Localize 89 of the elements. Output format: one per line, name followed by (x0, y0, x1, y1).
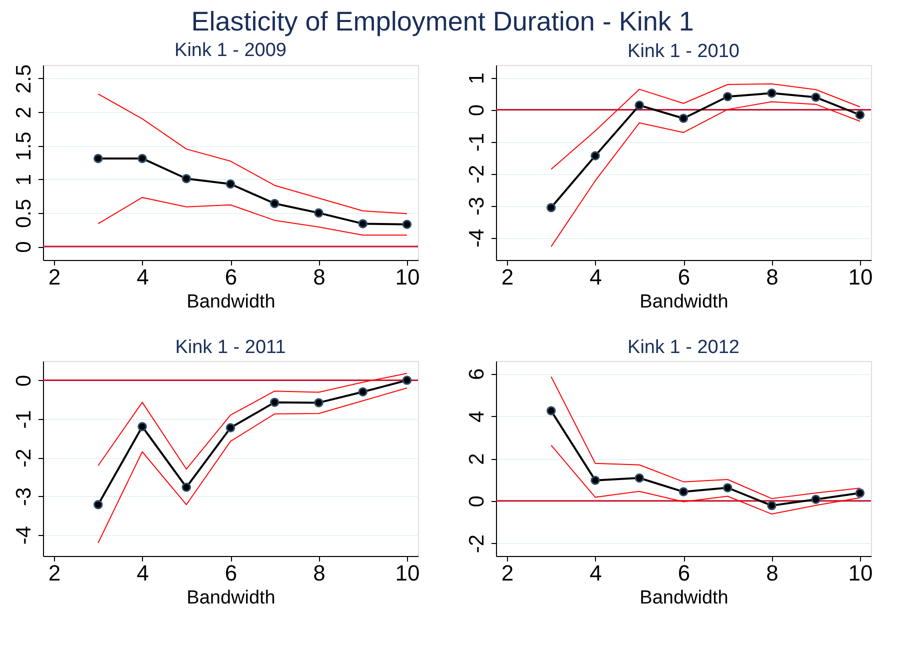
y-tick-label: -2 (12, 448, 36, 468)
x-tick-label: 8 (313, 264, 326, 290)
point (270, 398, 280, 407)
x-tick-label: 4 (590, 264, 602, 290)
x-axis-title: Bandwidth (186, 588, 276, 608)
chart-title: Kink 1 - 2009 (174, 40, 286, 61)
y-tick-label: 1 (466, 72, 488, 84)
y-tick-label: 0 (12, 241, 36, 253)
x-tick-label: 8 (766, 264, 778, 290)
point (634, 100, 644, 110)
point (138, 422, 147, 432)
y-tick-label: 0 (466, 104, 488, 116)
x-axis-title: Bandwidth (640, 588, 728, 608)
x-tick-label: 8 (766, 560, 778, 586)
y-tick-label: -1 (12, 410, 36, 429)
chart-title: Kink 1 - 2010 (628, 41, 740, 62)
point (634, 473, 644, 483)
point (314, 208, 324, 218)
line-series (98, 372, 408, 470)
x-tick-label: 10 (848, 560, 873, 586)
line-series (550, 101, 860, 248)
point (722, 483, 732, 492)
point (402, 220, 412, 229)
x-tick-label: 6 (678, 264, 690, 290)
point (226, 179, 236, 189)
point (402, 376, 412, 385)
x-tick-label: 2 (48, 560, 61, 586)
point (226, 423, 236, 432)
point (546, 406, 556, 416)
y-tick-label: -3 (12, 487, 36, 506)
y-tick-label: 6 (466, 368, 488, 380)
point (94, 154, 103, 164)
point (590, 476, 600, 485)
chart-title: Kink 1 - 2011 (175, 337, 286, 358)
y-tick-label: 0.5 (12, 198, 36, 228)
x-tick-label: 6 (678, 560, 690, 586)
point (270, 198, 280, 208)
point (94, 500, 103, 510)
x-tick-label: 6 (224, 264, 238, 290)
point (358, 387, 368, 397)
line-series (550, 83, 860, 170)
y-tick-label: -4 (12, 526, 36, 545)
x-tick-label: 6 (224, 560, 238, 586)
y-tick-label: 4 (466, 410, 488, 422)
x-tick-label: 2 (501, 264, 514, 290)
x-tick-label: 10 (395, 560, 420, 586)
y-tick-label: 0 (466, 496, 488, 508)
x-tick-label: 4 (590, 560, 602, 586)
y-tick-label: 1.5 (12, 132, 36, 161)
point (182, 482, 192, 492)
y-tick-label: -3 (466, 196, 488, 216)
x-tick-label: 8 (313, 560, 326, 586)
point (678, 487, 688, 496)
point (855, 110, 865, 120)
y-tick-label: 0 (12, 374, 36, 387)
line-series (98, 196, 408, 236)
x-tick-label: 10 (848, 264, 873, 290)
x-axis-title: Bandwidth (640, 292, 728, 312)
x-tick-label: 2 (501, 560, 514, 586)
chart-title: Kink 1 - 2012 (628, 337, 740, 358)
point (590, 151, 600, 160)
y-tick-label: 2 (12, 106, 36, 118)
point (678, 114, 688, 123)
y-tick-label: 1 (12, 174, 36, 186)
point (811, 92, 820, 102)
x-tick-label: 4 (136, 560, 149, 586)
y-tick-label: -2 (466, 534, 488, 554)
point (767, 500, 776, 510)
y-tick-label: -1 (466, 132, 488, 152)
point (314, 398, 324, 408)
point (722, 92, 732, 102)
x-axis-title: Bandwidth (186, 292, 276, 312)
y-tick-label: 2 (466, 453, 488, 465)
point (358, 219, 368, 228)
line-series (98, 93, 408, 214)
point (767, 88, 776, 98)
point (546, 202, 556, 212)
x-tick-label: 2 (48, 264, 61, 290)
x-tick-label: 4 (136, 264, 149, 290)
point (855, 488, 865, 498)
text: Elasticity of Employment Duration - Kink 1 (191, 6, 694, 36)
x-tick-label: 10 (395, 264, 420, 290)
line-series (98, 388, 408, 544)
point (182, 174, 192, 184)
point (138, 154, 147, 164)
y-tick-label: -2 (466, 164, 488, 184)
point (811, 494, 820, 504)
y-tick-label: 2.5 (12, 64, 36, 94)
y-tick-label: -4 (466, 228, 488, 248)
